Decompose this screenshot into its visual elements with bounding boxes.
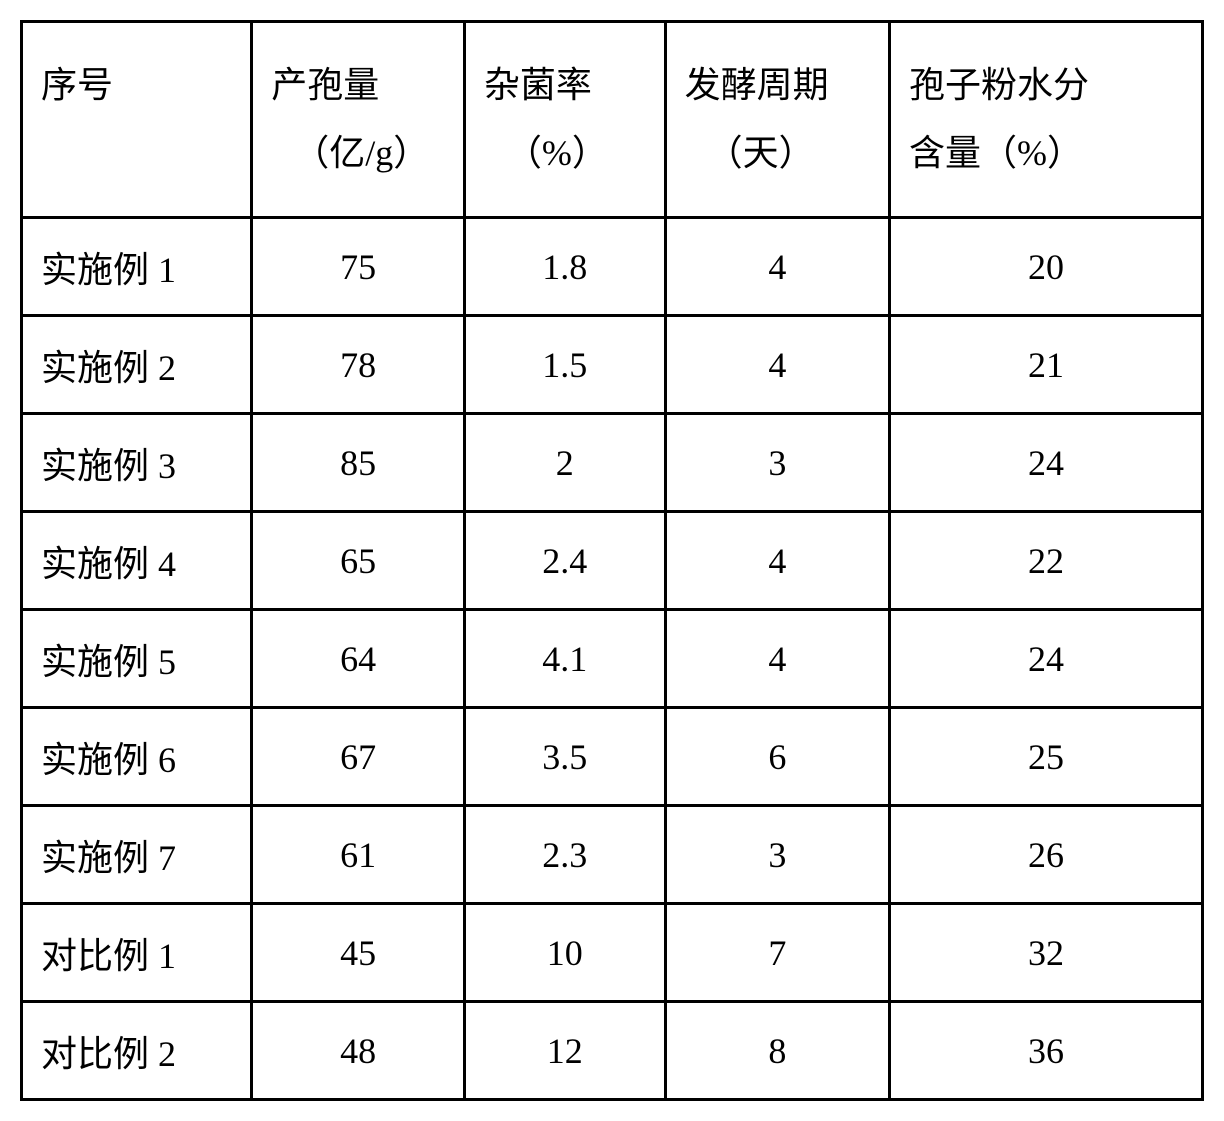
col-header-sublabel: （%） xyxy=(484,119,664,187)
col-header-spore-yield: 产孢量 （亿/g） xyxy=(252,22,465,218)
cell-ferment-cycle: 3 xyxy=(665,414,889,512)
table-row: 实施例 2 78 1.5 4 21 xyxy=(22,316,1203,414)
col-header-label: 产孢量 xyxy=(271,51,463,119)
row-label: 对比例 2 xyxy=(22,1002,252,1100)
cell-moisture: 20 xyxy=(890,218,1203,316)
cell-ferment-cycle: 4 xyxy=(665,316,889,414)
experiment-results-table: 序号 产孢量 （亿/g） 杂菌率 （%） 发酵周期 （天） 孢子粉水分 含 xyxy=(20,20,1204,1101)
row-label: 对比例 1 xyxy=(22,904,252,1002)
cell-moisture: 21 xyxy=(890,316,1203,414)
row-label: 实施例 5 xyxy=(22,610,252,708)
cell-ferment-cycle: 6 xyxy=(665,708,889,806)
cell-bacteria-rate: 2.3 xyxy=(464,806,665,904)
cell-bacteria-rate: 1.5 xyxy=(464,316,665,414)
row-label: 实施例 6 xyxy=(22,708,252,806)
row-label: 实施例 2 xyxy=(22,316,252,414)
col-header-sublabel: （亿/g） xyxy=(271,119,463,187)
row-label: 实施例 7 xyxy=(22,806,252,904)
cell-bacteria-rate: 10 xyxy=(464,904,665,1002)
col-header-ferment-cycle: 发酵周期 （天） xyxy=(665,22,889,218)
data-table-container: 序号 产孢量 （亿/g） 杂菌率 （%） 发酵周期 （天） 孢子粉水分 含 xyxy=(20,20,1204,1101)
col-header-bacteria-rate: 杂菌率 （%） xyxy=(464,22,665,218)
cell-ferment-cycle: 4 xyxy=(665,512,889,610)
cell-spore-yield: 85 xyxy=(252,414,465,512)
cell-spore-yield: 45 xyxy=(252,904,465,1002)
cell-bacteria-rate: 1.8 xyxy=(464,218,665,316)
cell-spore-yield: 75 xyxy=(252,218,465,316)
cell-moisture: 24 xyxy=(890,414,1203,512)
row-label: 实施例 3 xyxy=(22,414,252,512)
cell-bacteria-rate: 2.4 xyxy=(464,512,665,610)
col-header-index: 序号 xyxy=(22,22,252,218)
table-row: 实施例 3 85 2 3 24 xyxy=(22,414,1203,512)
row-label: 实施例 4 xyxy=(22,512,252,610)
table-row: 对比例 1 45 10 7 32 xyxy=(22,904,1203,1002)
cell-moisture: 36 xyxy=(890,1002,1203,1100)
cell-spore-yield: 67 xyxy=(252,708,465,806)
cell-ferment-cycle: 4 xyxy=(665,218,889,316)
cell-spore-yield: 78 xyxy=(252,316,465,414)
table-row: 对比例 2 48 12 8 36 xyxy=(22,1002,1203,1100)
cell-bacteria-rate: 2 xyxy=(464,414,665,512)
col-header-label: 发酵周期 xyxy=(685,51,888,119)
cell-moisture: 24 xyxy=(890,610,1203,708)
table-row: 实施例 5 64 4.1 4 24 xyxy=(22,610,1203,708)
cell-spore-yield: 65 xyxy=(252,512,465,610)
col-header-sublabel: （天） xyxy=(685,119,888,187)
cell-ferment-cycle: 8 xyxy=(665,1002,889,1100)
col-header-label: 孢子粉水分 xyxy=(909,51,1201,119)
table-row: 实施例 1 75 1.8 4 20 xyxy=(22,218,1203,316)
col-header-label: 杂菌率 xyxy=(484,51,664,119)
table-row: 实施例 4 65 2.4 4 22 xyxy=(22,512,1203,610)
table-row: 实施例 6 67 3.5 6 25 xyxy=(22,708,1203,806)
table-row: 实施例 7 61 2.3 3 26 xyxy=(22,806,1203,904)
table-body: 实施例 1 75 1.8 4 20 实施例 2 78 1.5 4 21 实施例 … xyxy=(22,218,1203,1100)
cell-ferment-cycle: 7 xyxy=(665,904,889,1002)
col-header-sublabel: 含量（%） xyxy=(909,119,1201,187)
cell-moisture: 25 xyxy=(890,708,1203,806)
cell-spore-yield: 61 xyxy=(252,806,465,904)
cell-moisture: 22 xyxy=(890,512,1203,610)
cell-bacteria-rate: 12 xyxy=(464,1002,665,1100)
table-header-row: 序号 产孢量 （亿/g） 杂菌率 （%） 发酵周期 （天） 孢子粉水分 含 xyxy=(22,22,1203,218)
cell-ferment-cycle: 3 xyxy=(665,806,889,904)
cell-moisture: 26 xyxy=(890,806,1203,904)
cell-bacteria-rate: 3.5 xyxy=(464,708,665,806)
col-header-label: 序号 xyxy=(41,51,250,119)
cell-spore-yield: 64 xyxy=(252,610,465,708)
cell-ferment-cycle: 4 xyxy=(665,610,889,708)
row-label: 实施例 1 xyxy=(22,218,252,316)
cell-moisture: 32 xyxy=(890,904,1203,1002)
cell-bacteria-rate: 4.1 xyxy=(464,610,665,708)
cell-spore-yield: 48 xyxy=(252,1002,465,1100)
col-header-moisture: 孢子粉水分 含量（%） xyxy=(890,22,1203,218)
